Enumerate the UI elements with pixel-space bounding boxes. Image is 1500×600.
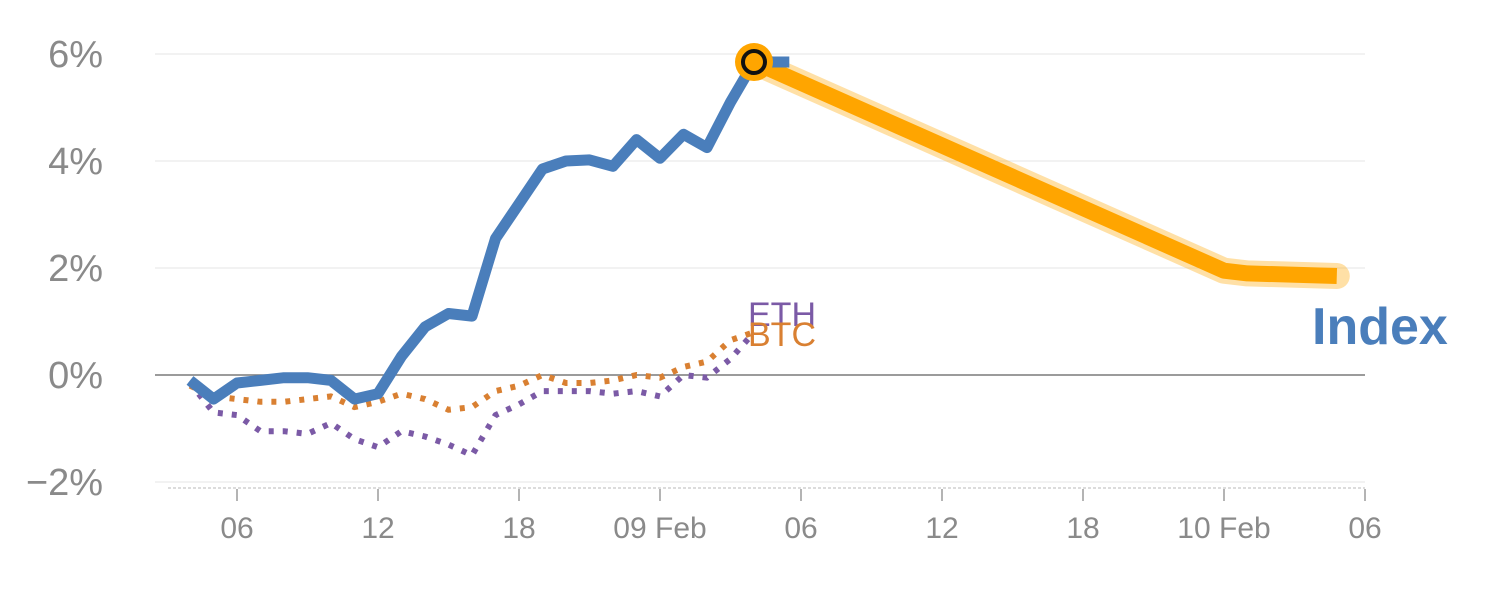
grid-layer	[155, 53, 1365, 483]
x-tick-label: 06	[220, 512, 253, 545]
y-tick-label: −2%	[26, 462, 103, 504]
index-series-line	[186, 56, 790, 405]
current-value-marker	[741, 49, 767, 76]
x-tick-label: 06	[1348, 512, 1381, 545]
x-axis: 6% 4% 2% 0% −2% 06 12 18 09 Feb 06 12 18 10 Feb 06	[26, 34, 1382, 545]
y-tick-label: 4%	[48, 141, 103, 183]
x-tick-label: 12	[925, 512, 958, 545]
series-layer	[186, 43, 1350, 459]
x-tick-label: 06	[784, 512, 817, 545]
label-layer: ETH BTC Index	[748, 296, 1448, 356]
x-tick-label: 18	[502, 512, 535, 545]
btc-series-label: BTC	[748, 316, 816, 354]
btc-series-line	[188, 329, 755, 413]
highlight-series-line	[750, 54, 1338, 284]
x-tick-label: 18	[1066, 512, 1099, 545]
eth-series-line	[187, 330, 757, 459]
x-tick-label: 12	[361, 512, 394, 545]
index-series-label: Index	[1312, 298, 1448, 356]
y-tick-label: 2%	[48, 248, 103, 290]
y-tick-label: 6%	[48, 34, 103, 76]
x-tick-label: 09 Feb	[613, 512, 706, 545]
eth-series-label: ETH	[748, 296, 816, 334]
x-tick-label: 10 Feb	[1177, 512, 1270, 545]
y-tick-label: 0%	[48, 355, 103, 397]
